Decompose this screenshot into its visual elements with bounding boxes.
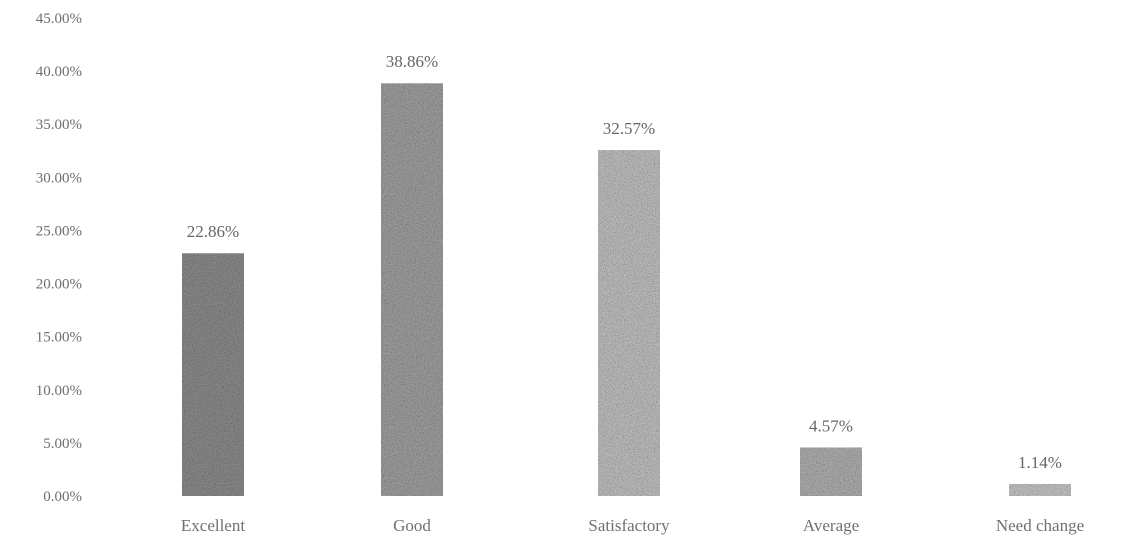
- x-tick-label: Excellent: [181, 516, 245, 535]
- y-tick-label: 10.00%: [36, 383, 82, 399]
- x-tick-label: Average: [803, 516, 859, 535]
- y-tick-label: 15.00%: [36, 330, 82, 346]
- bar-need-change: [1009, 484, 1071, 496]
- bar-satisfactory: [598, 150, 660, 496]
- x-axis: Excellent Good Satisfactory Average Need cha…: [181, 516, 1084, 535]
- y-tick-label: 30.00%: [36, 170, 82, 186]
- data-label: 22.86%: [187, 222, 239, 241]
- bar-excellent: [182, 253, 244, 496]
- y-tick-label: 45.00%: [36, 11, 82, 27]
- data-label: 4.57%: [809, 416, 853, 435]
- x-tick-label: Good: [393, 516, 431, 535]
- y-tick-label: 20.00%: [36, 277, 82, 293]
- bars: [182, 83, 1071, 496]
- y-tick-label: 5.00%: [43, 436, 82, 452]
- y-tick-label: 0.00%: [43, 489, 82, 505]
- y-tick-label: 35.00%: [36, 117, 82, 133]
- data-label: 1.14%: [1018, 453, 1062, 472]
- x-tick-label: Need change: [996, 516, 1084, 535]
- data-label: 38.86%: [386, 52, 438, 71]
- bar-good: [381, 83, 443, 496]
- y-tick-label: 40.00%: [36, 64, 82, 80]
- bar-average: [800, 447, 862, 496]
- y-axis: 0.00% 5.00% 10.00% 15.00% 20.00% 25.00% 30.00%…: [36, 11, 82, 505]
- data-label: 32.57%: [603, 119, 655, 138]
- y-tick-label: 25.00%: [36, 223, 82, 239]
- x-tick-label: Satisfactory: [588, 516, 670, 535]
